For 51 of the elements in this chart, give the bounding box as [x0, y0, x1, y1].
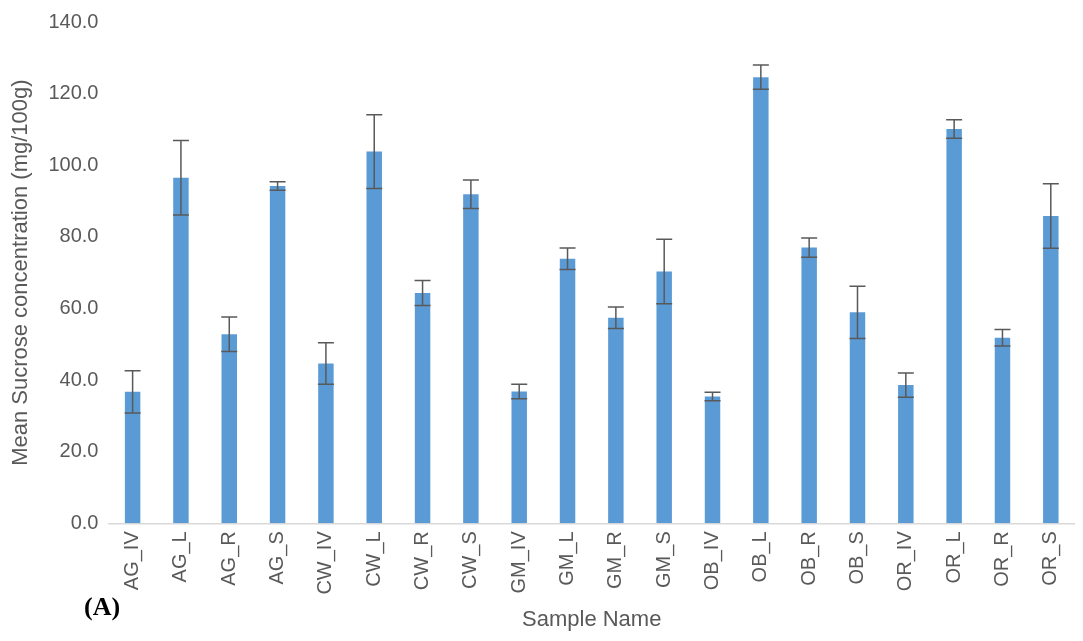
x-tick-label: GM_IV	[506, 530, 530, 594]
x-tick-label: OR_L	[941, 531, 965, 584]
x-tick-label: OR_S	[1038, 531, 1062, 586]
bar	[753, 77, 769, 524]
text: (A)	[84, 591, 121, 621]
bar	[414, 293, 431, 524]
x-tick-label: AG_IV	[120, 530, 144, 591]
bar	[124, 391, 141, 524]
x-tick-label: GM_S	[651, 531, 675, 588]
x-tick-label: OR_R	[989, 531, 1013, 587]
bar	[656, 271, 672, 524]
y-tick-label: 120.0	[48, 81, 99, 104]
bar	[173, 177, 189, 524]
y-tick-label: 0.0	[70, 510, 99, 533]
y-tick-label: 80.0	[59, 224, 99, 247]
bar	[801, 247, 817, 524]
x-tick-label: OB_L	[748, 531, 772, 583]
y-tick-label: 20.0	[59, 439, 99, 462]
x-axis-title: Sample Name	[522, 605, 662, 631]
y-axis-title: Mean Sucrose concentration (mg/100g)	[7, 79, 33, 466]
bar	[318, 363, 334, 524]
bar	[221, 334, 237, 524]
bar	[849, 312, 866, 524]
bar	[946, 129, 962, 524]
x-tick-label: CW_IV	[313, 530, 337, 595]
bar	[269, 185, 286, 524]
bar	[1043, 216, 1059, 524]
x-tick-label: AG_L	[168, 531, 192, 583]
x-tick-label: CW_R	[410, 531, 434, 591]
x-tick-label: CW_L	[361, 531, 385, 587]
x-tick-label: OB_S	[845, 531, 869, 585]
x-tick-label: GM_R	[603, 531, 627, 590]
bar	[898, 385, 914, 524]
y-tick-label: 140.0	[48, 9, 99, 32]
y-tick-label: 100.0	[48, 152, 99, 175]
bar	[511, 391, 527, 524]
bar	[994, 337, 1011, 524]
x-tick-label: CW_S	[458, 531, 482, 590]
bar	[366, 151, 382, 524]
y-tick-label: 40.0	[59, 367, 99, 390]
bar	[559, 258, 576, 524]
bar	[704, 396, 721, 524]
bar	[463, 194, 479, 524]
x-tick-label: AG_S	[265, 531, 289, 585]
x-tick-label: OB_IV	[700, 530, 724, 591]
x-tick-label: OR_IV	[893, 530, 917, 592]
x-tick-label: AG_R	[216, 531, 240, 586]
x-tick-label: OB_R	[796, 531, 820, 586]
x-tick-label: GM_L	[555, 531, 579, 586]
y-tick-label: 60.0	[59, 295, 99, 318]
bar	[608, 317, 624, 524]
